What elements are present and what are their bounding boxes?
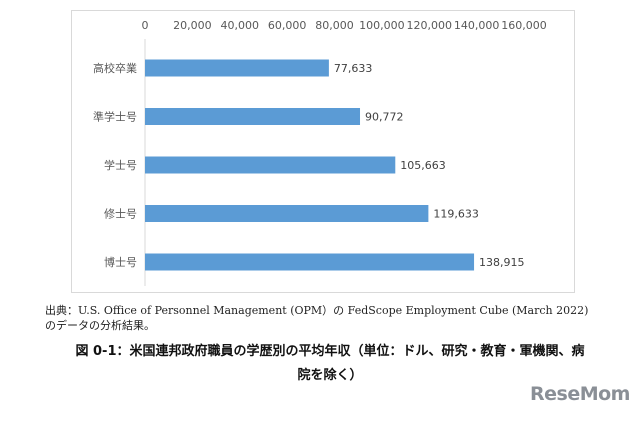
x-tick-label: 40,000 [221,19,260,32]
data-label: 119,633 [433,208,479,221]
data-label: 90,772 [365,111,404,124]
data-label: 105,663 [400,159,446,172]
source-note: 出典：U.S. Office of Personnel Management (… [45,303,625,333]
x-tick-label: 120,000 [407,19,453,32]
x-tick-label: 0 [142,19,149,32]
category-label: 学士号 [104,158,137,172]
category-label: 博士号 [104,256,137,269]
bar [145,253,475,271]
bar-chart: 0 20,000 40,000 60,000 80,000 100,000 120,000 1… [93,19,547,286]
x-tick-label: 80,000 [315,19,354,32]
source-note-line-1: 出典：U.S. Office of Personnel Management (… [45,304,589,317]
x-tick-label: 20,000 [173,19,212,32]
bar [145,108,361,125]
figure-caption: 図 0-1：米国連邦政府職員の学歴別の平均年収（単位：ドル、研究・教育・軍機関、… [30,340,630,388]
category-label: 修士号 [104,207,137,221]
data-label: 77,633 [334,62,373,75]
chart-area: 0 20,000 40,000 60,000 80,000 100,000 120,000 1… [71,10,575,293]
bar [145,205,429,222]
resemom-logo: ReseMom [530,383,630,405]
caption-line-1: 図 0-1：米国連邦政府職員の学歴別の平均年収（単位：ドル、研究・教育・軍機関、… [75,344,585,359]
category-label: 準学士号 [93,110,137,124]
x-tick-label: 140,000 [454,19,500,32]
x-tick-label: 160,000 [501,19,547,32]
category-label: 高校卒業 [93,61,137,75]
bar [145,156,396,174]
source-note-line-2: のデータの分析結果。 [45,319,155,332]
x-tick-label: 100,000 [359,19,405,32]
x-tick-label: 60,000 [268,19,307,32]
bar [145,59,329,77]
caption-line-2: 院を除く） [297,368,363,383]
data-label: 138,915 [479,256,525,269]
